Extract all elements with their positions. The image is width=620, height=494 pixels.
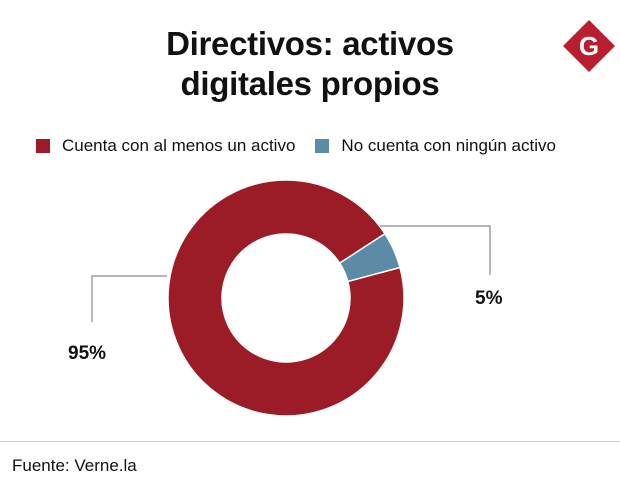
legend-item-cuenta: Cuenta con al menos un activo — [36, 136, 295, 156]
data-label-5: 5% — [475, 288, 503, 309]
legend-swatch-cuenta — [36, 139, 50, 153]
legend-label-no-cuenta: No cuenta con ningún activo — [341, 136, 556, 155]
title-line-2: digitales propios — [180, 65, 440, 102]
legend-swatch-no-cuenta — [315, 139, 330, 153]
data-label-95: 95% — [68, 343, 106, 364]
chart-title: Directivos: activos digitales propios — [0, 24, 620, 104]
brand-logo: G — [563, 20, 615, 72]
logo-diamond — [563, 20, 615, 72]
legend: Cuenta con al menos un activo No cuenta … — [36, 136, 576, 156]
slice-cuenta — [167, 179, 405, 417]
slice-no-cuenta — [338, 232, 401, 283]
title-line-1: Directivos: activos — [166, 25, 454, 62]
legend-item-no-cuenta: No cuenta con ningún activo — [315, 136, 556, 156]
source-note: Fuente: Verne.la — [12, 456, 137, 475]
leader-line-5 — [380, 225, 491, 275]
leader-line-95 — [91, 275, 167, 322]
legend-label-cuenta: Cuenta con al menos un activo — [62, 136, 296, 155]
footer-divider — [0, 441, 620, 442]
logo-letter: G — [579, 31, 599, 61]
